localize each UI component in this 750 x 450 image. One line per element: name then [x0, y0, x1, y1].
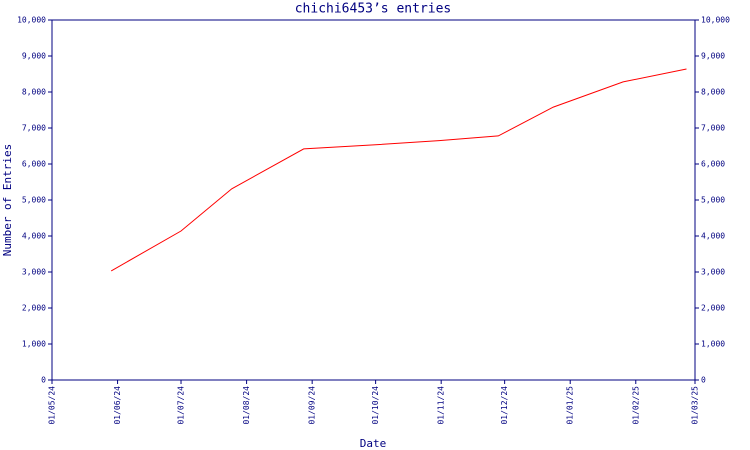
y2-tick-label: 3,000 [701, 268, 725, 277]
plot-frame [51, 19, 696, 381]
y2-tick-label: 7,000 [701, 124, 725, 133]
y-tick-label: 2,000 [22, 304, 46, 313]
x-tick-label: 01/10/24 [371, 386, 380, 425]
y-tick-label: 0 [41, 376, 46, 385]
x-tick-label: 01/07/24 [177, 386, 186, 425]
y-tick-label: 5,000 [22, 196, 46, 205]
x-tick-label: 01/01/25 [566, 386, 575, 425]
y2-tick-label: 9,000 [701, 52, 725, 61]
y2-tick-label: 2,000 [701, 304, 725, 313]
y2-tick-label: 10,000 [701, 16, 730, 25]
x-tick-label: 01/06/24 [113, 386, 122, 425]
y-tick-label: 3,000 [22, 268, 46, 277]
x-tick-label: 01/09/24 [308, 386, 317, 425]
y-tick-label: 4,000 [22, 232, 46, 241]
y-tick-label: 6,000 [22, 160, 46, 169]
y-axis-label: Number of Entries [1, 144, 14, 257]
x-tick-label: 01/02/25 [631, 386, 640, 425]
x-tick-label: 01/12/24 [500, 386, 509, 425]
y-tick-label: 7,000 [22, 124, 46, 133]
y2-tick-label: 8,000 [701, 88, 725, 97]
y-tick-label: 9,000 [22, 52, 46, 61]
y2-tick-label: 5,000 [701, 196, 725, 205]
y2-tick-label: 0 [701, 376, 706, 385]
y-tick-label: 8,000 [22, 88, 46, 97]
x-axis-label: Date [360, 437, 387, 450]
y2-tick-label: 6,000 [701, 160, 725, 169]
x-tick-label: 01/05/24 [48, 386, 57, 425]
x-tick-label: 01/11/24 [437, 386, 446, 425]
y-tick-label: 1,000 [22, 340, 46, 349]
y2-tick-label: 1,000 [701, 340, 725, 349]
x-tick-label: 01/08/24 [242, 386, 251, 425]
x-tick-label: 01/03/25 [691, 386, 700, 425]
data-line [110, 68, 687, 272]
chart-title: chichi6453’s entries [295, 2, 452, 17]
y2-tick-label: 4,000 [701, 232, 725, 241]
y-tick-label: 10,000 [17, 16, 46, 25]
